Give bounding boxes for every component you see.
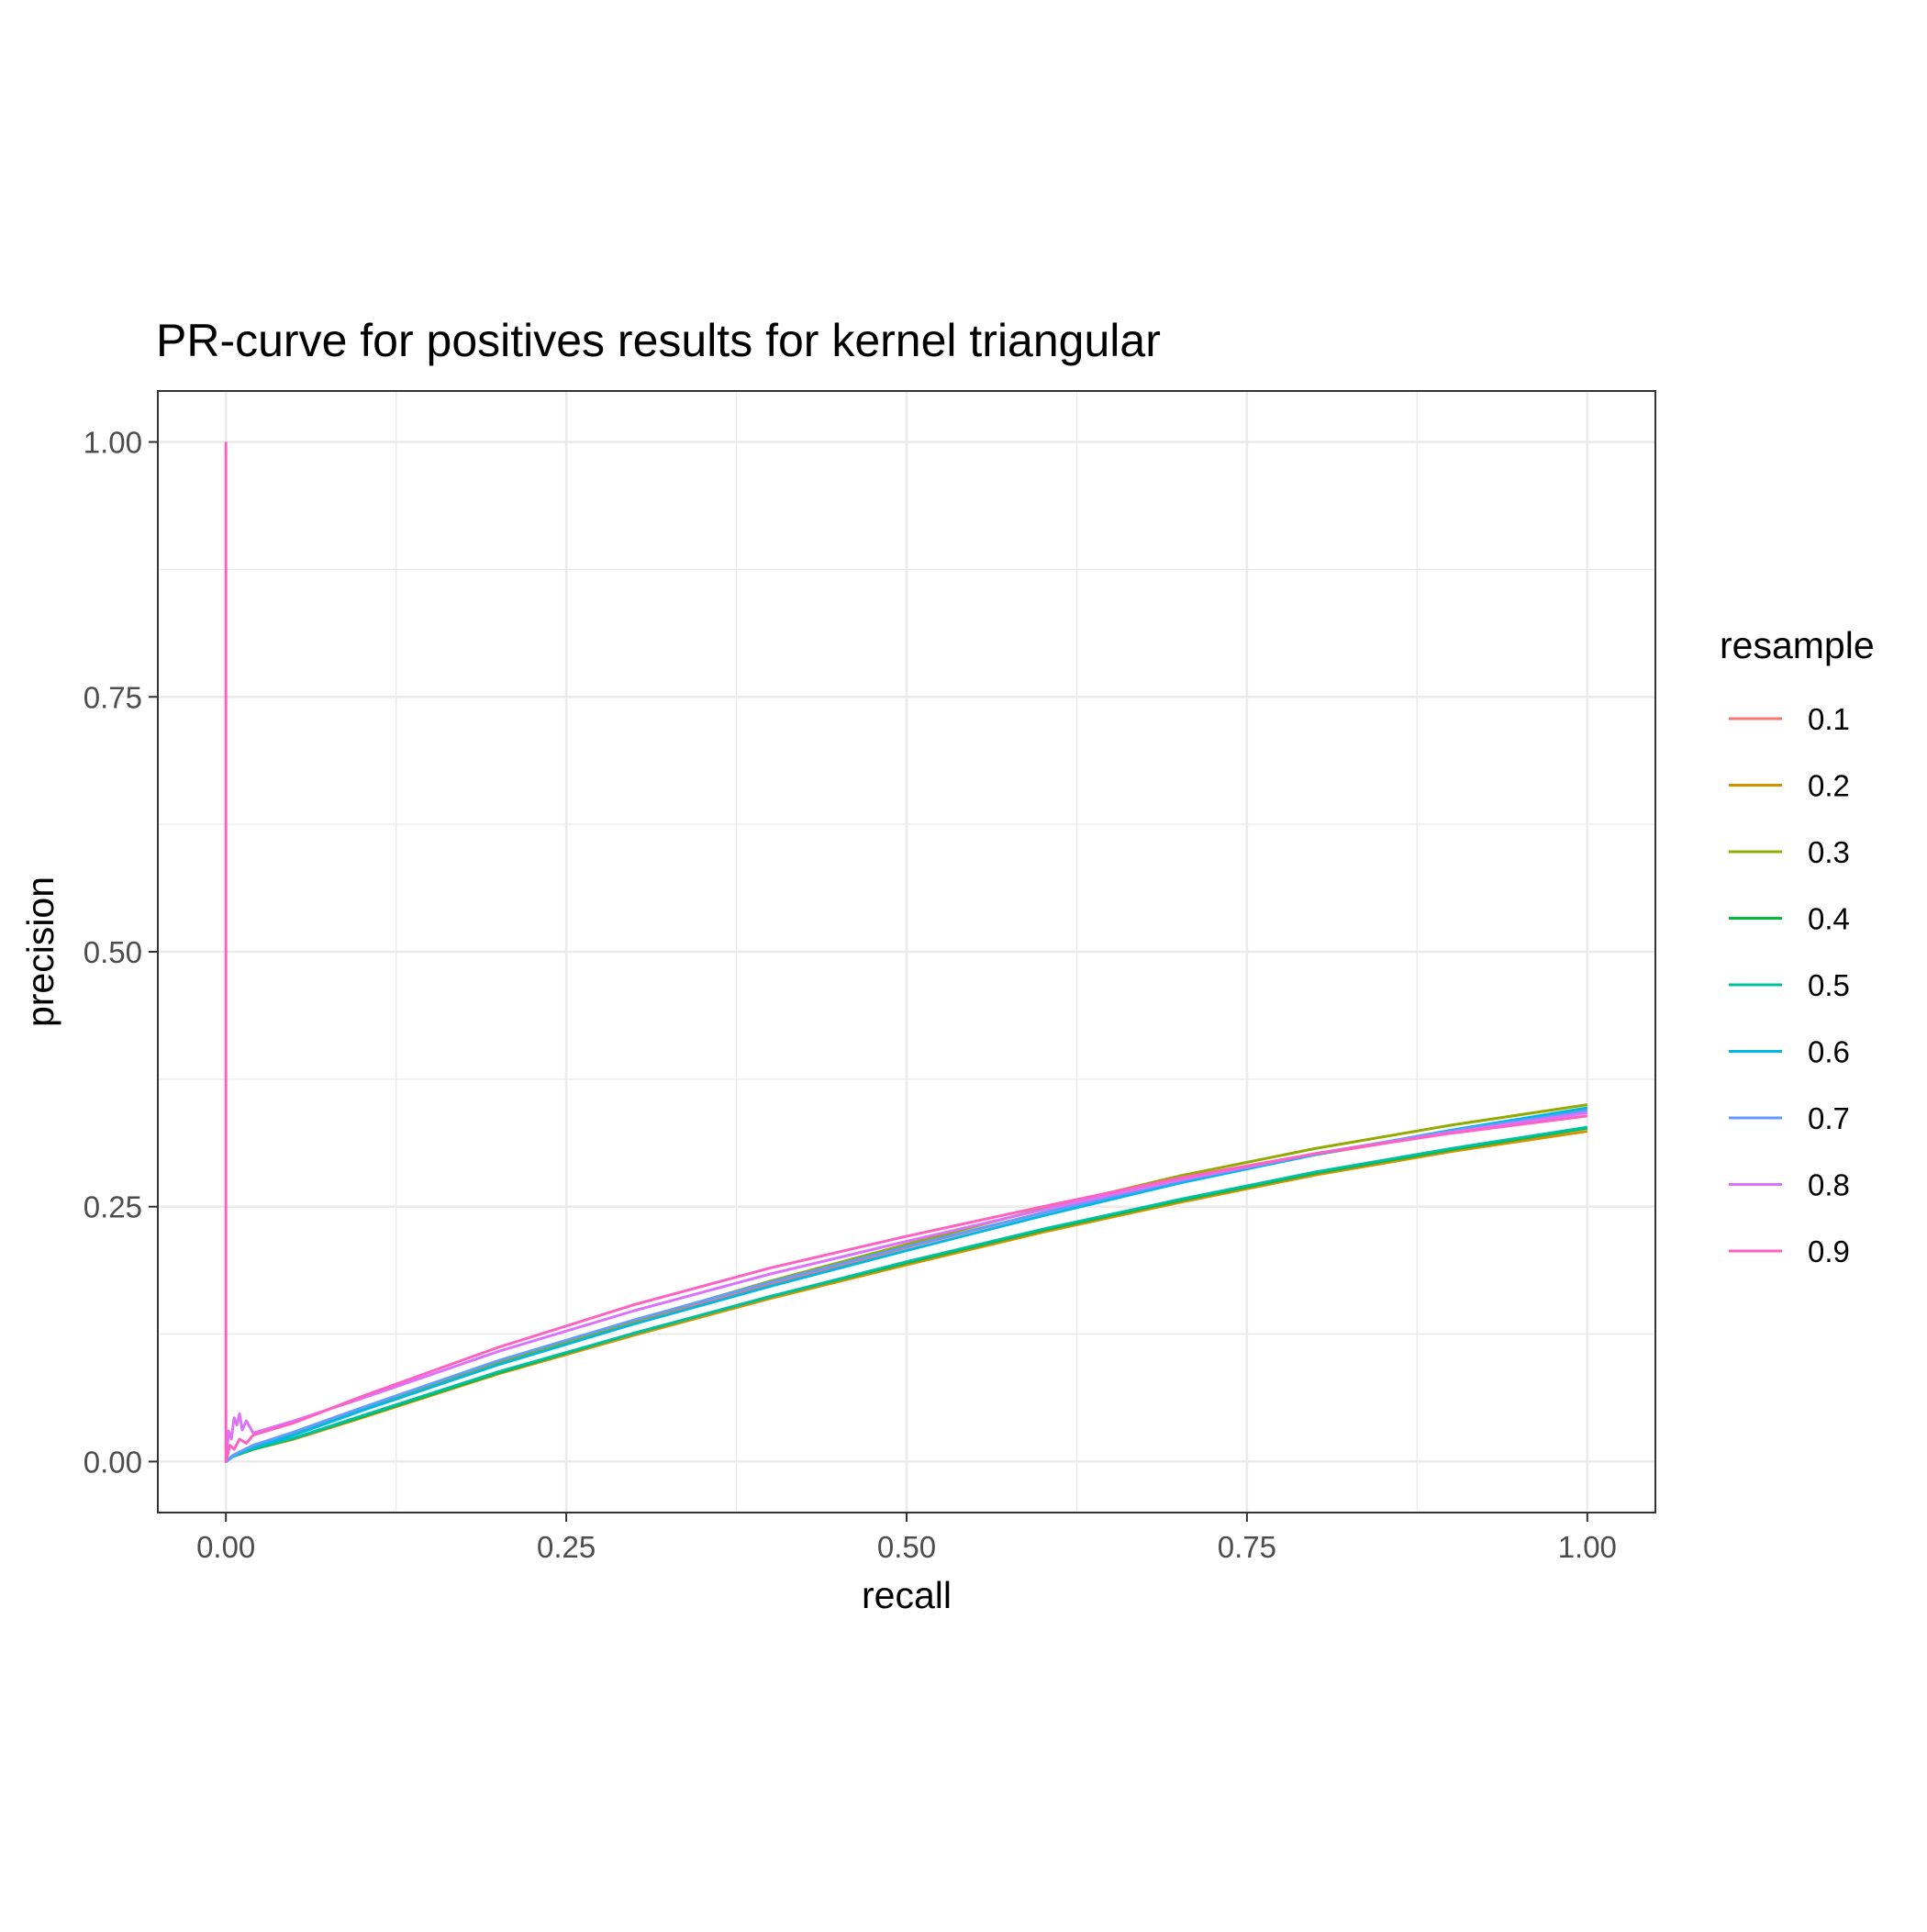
legend-label-0-5: 0.5 [1808, 968, 1850, 1002]
x-axis: 0.00 0.25 0.50 0.75 1.00 [196, 1513, 1617, 1564]
chart-title: PR-curve for positives results for kerne… [156, 315, 1161, 366]
series-line-0-8 [224, 1111, 1588, 1462]
legend-label-0-7: 0.7 [1808, 1101, 1850, 1135]
series-line-0-9 [224, 441, 1587, 1463]
x-tick-label: 0.25 [537, 1530, 596, 1564]
legend-title: resample [1720, 624, 1875, 666]
y-tick-label: 0.50 [84, 935, 142, 969]
legend-label-0-1: 0.1 [1808, 702, 1850, 736]
legend-label-0-6: 0.6 [1808, 1035, 1850, 1069]
legend: resample 0.1 0.2 0.3 0.4 0.5 0.6 0.7 0.8 0.9 [1720, 624, 1875, 1268]
x-axis-label: recall [862, 1574, 952, 1616]
x-tick-label: 0.75 [1218, 1530, 1276, 1564]
legend-label-0-4: 0.4 [1808, 902, 1850, 936]
x-tick-label: 1.00 [1558, 1530, 1617, 1564]
series-layer [224, 441, 1588, 1463]
x-tick-label: 0.00 [196, 1530, 255, 1564]
y-tick-label: 0.25 [84, 1190, 142, 1224]
legend-label-0-8: 0.8 [1808, 1168, 1850, 1202]
legend-label-0-2: 0.2 [1808, 769, 1850, 803]
x-tick-label: 0.50 [877, 1530, 936, 1564]
grid-major [158, 391, 1655, 1513]
y-axis: 0.00 0.25 0.50 0.75 1.00 [84, 426, 158, 1479]
legend-label-0-9: 0.9 [1808, 1234, 1850, 1268]
y-axis-label: precision [19, 877, 61, 1027]
y-tick-label: 0.00 [84, 1445, 142, 1479]
legend-label-0-3: 0.3 [1808, 835, 1850, 869]
y-tick-label: 0.75 [84, 680, 142, 714]
y-tick-label: 1.00 [84, 426, 142, 460]
